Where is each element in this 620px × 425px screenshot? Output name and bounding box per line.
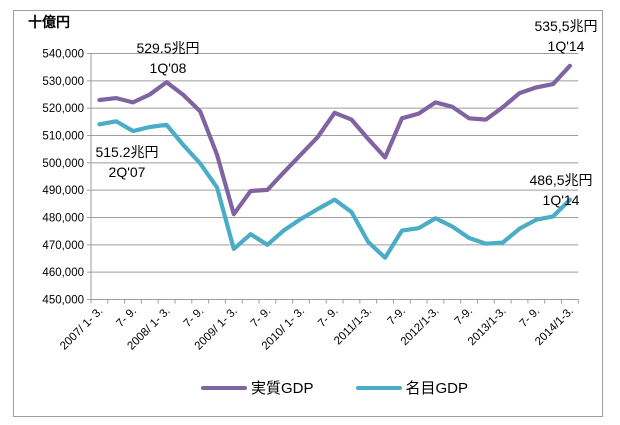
- real-gdp-line-swatch: [200, 385, 247, 390]
- annotation-quarter: 2Q'07: [108, 164, 146, 180]
- legend-item-nominal-gdp: 名目GDP: [355, 377, 469, 398]
- annotation-quarter: 1Q'14: [542, 192, 580, 208]
- legend-label: 実質GDP: [250, 380, 314, 397]
- y-axis-label: 530,000: [42, 76, 84, 88]
- nominal-gdp-line-swatch: [355, 385, 402, 390]
- y-axis-label: 500,000: [42, 158, 84, 170]
- x-axis-label: 7- 9.: [518, 305, 543, 330]
- annotation-quarter: 1Q'08: [149, 60, 187, 76]
- x-axis-label: 7- 9.: [182, 305, 207, 330]
- real-gdp-line: [97, 63, 573, 217]
- annotation-quarter: 1Q'14: [547, 38, 585, 54]
- x-axis-label: 7- 9.: [114, 305, 139, 330]
- y-axis-label: 470,000: [42, 240, 84, 252]
- annotation-real-end: 535,5兆円 1Q'14: [534, 16, 597, 56]
- x-axis-label: 2007/ 1- 3.: [58, 305, 105, 352]
- y-axis-label: 520,000: [42, 103, 84, 115]
- annotation-nominal-end: 486,5兆円 1Q'14: [529, 170, 592, 210]
- annotation-real-peak: 529.5兆円 1Q'08: [136, 38, 199, 78]
- x-axis-label: 7-9.: [385, 305, 408, 328]
- y-axis-label: 460,000: [42, 267, 84, 279]
- annotation-value: 535,5兆円: [534, 18, 598, 34]
- y-axis-label: 540,000: [42, 49, 84, 61]
- legend: 実質GDP 名目GDP: [91, 377, 578, 398]
- x-axis-label: 7- 9.: [316, 305, 341, 330]
- x-axis-label: 7- 9.: [249, 305, 274, 330]
- y-axis-label: 510,000: [42, 131, 84, 143]
- legend-item-real-gdp: 実質GDP: [200, 377, 314, 398]
- y-axis-label: 480,000: [42, 213, 84, 225]
- nominal-gdp-line: [97, 119, 573, 260]
- y-axis-label: 450,000: [42, 295, 84, 307]
- annotation-value: 515.2兆円: [95, 144, 159, 160]
- y-axis-label: 490,000: [42, 185, 84, 197]
- y-axis-unit-label: 十億円: [28, 14, 70, 30]
- legend-label: 名目GDP: [405, 380, 469, 397]
- annotation-value: 486,5兆円: [529, 172, 593, 188]
- x-axis-label: 7-9.: [453, 305, 476, 328]
- annotation-value: 529.5兆円: [136, 40, 200, 56]
- annotation-nominal-peak: 515.2兆円 2Q'07: [95, 142, 158, 182]
